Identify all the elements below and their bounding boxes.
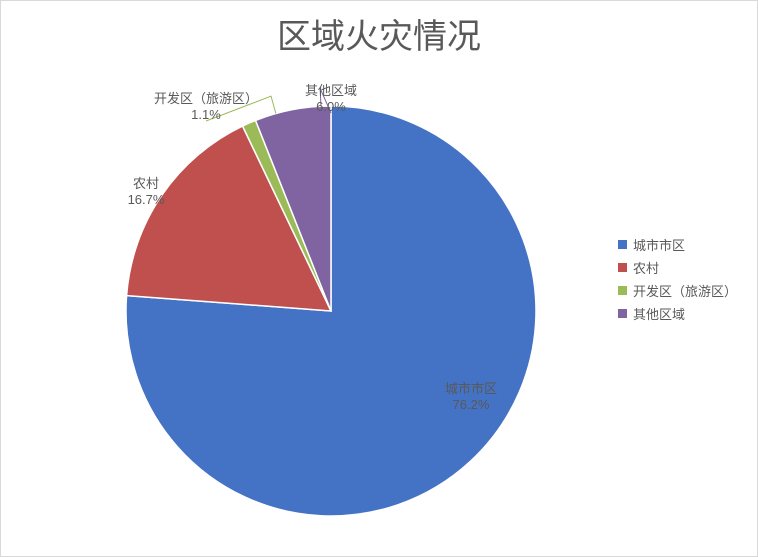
legend-item-rural: 农村 [618, 258, 737, 277]
legend-label: 其他区域 [633, 304, 685, 323]
legend-item-devzone: 开发区（旅游区） [618, 281, 737, 300]
slice-label-urban: 城市市区 76.2% [445, 381, 497, 414]
slice-label-percent: 16.7% [128, 192, 165, 208]
legend-label: 农村 [633, 258, 659, 277]
legend-label: 城市市区 [633, 235, 685, 254]
slice-label-rural: 农村 16.7% [128, 176, 165, 209]
legend-item-other: 其他区域 [618, 304, 737, 323]
legend-swatch [618, 240, 627, 249]
legend-swatch [618, 309, 627, 318]
chart-title: 区域火灾情况 [1, 9, 757, 58]
slice-label-text: 农村 [133, 176, 159, 191]
slice-label-percent: 1.1% [154, 107, 258, 123]
slice-label-percent: 76.2% [445, 397, 497, 413]
legend: 城市市区 农村 开发区（旅游区） 其他区域 [618, 231, 737, 327]
slice-label-text: 其他区域 [305, 83, 357, 98]
legend-item-urban: 城市市区 [618, 235, 737, 254]
legend-label: 开发区（旅游区） [633, 281, 737, 300]
chart-container: 区域火灾情况 城市市区 农村 开发区（旅游区） 其他区域 城市市区 76.2% … [0, 0, 758, 557]
slice-label-devzone: 开发区（旅游区） 1.1% [154, 91, 258, 124]
slice-label-percent: 6.0% [305, 99, 357, 115]
legend-swatch [618, 263, 627, 272]
legend-swatch [618, 286, 627, 295]
slice-label-text: 城市市区 [445, 381, 497, 396]
slice-label-other: 其他区域 6.0% [305, 83, 357, 116]
slice-label-text: 开发区（旅游区） [154, 91, 258, 106]
